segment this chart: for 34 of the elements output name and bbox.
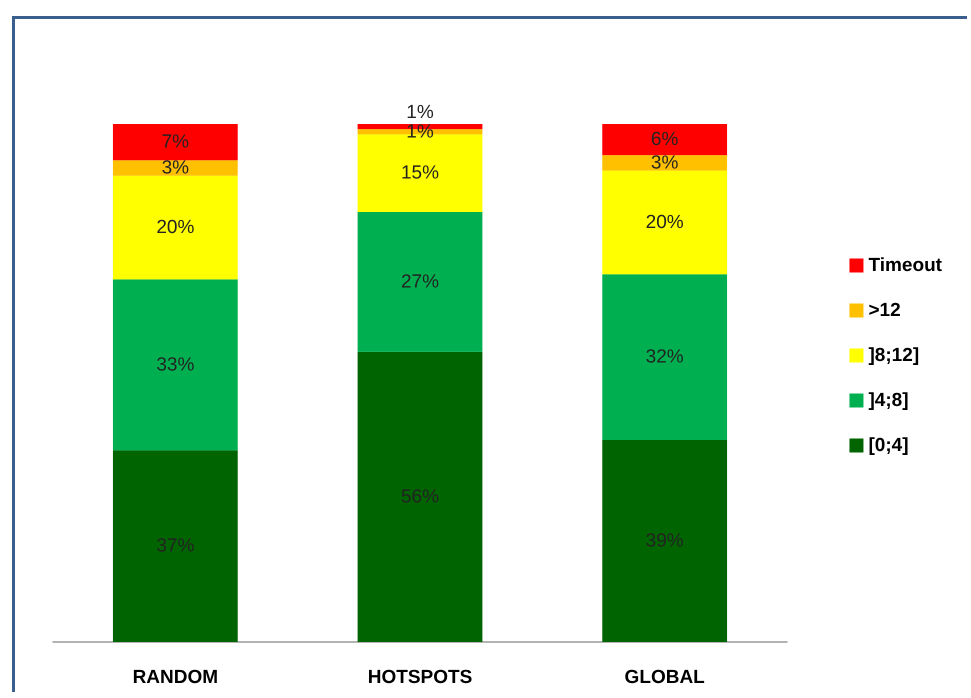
legend-label: ]8;12] [868, 345, 920, 366]
data-label: 15% [400, 162, 440, 184]
bar [602, 170, 728, 274]
data-label: 33% [156, 354, 194, 376]
bar [602, 440, 728, 642]
bar [358, 212, 482, 352]
data-label: 32% [646, 346, 684, 368]
x-tick-label: GLOBAL [624, 667, 706, 688]
legend-label: [0;4] [868, 435, 909, 456]
bar [358, 352, 482, 642]
data-label: 37% [156, 536, 194, 557]
bar [112, 160, 238, 176]
data-label: 39% [646, 530, 684, 552]
data-label: 3% [162, 158, 190, 179]
data-label: 1% [406, 102, 434, 123]
legend-label: ]4;8] [868, 390, 909, 411]
data-label: 20% [646, 212, 684, 233]
x-tick-label: RANDOM [132, 667, 218, 688]
bar [112, 450, 238, 642]
bar [602, 155, 728, 171]
x-tick-label: HOTSPOTS [368, 667, 472, 688]
data-label: 7% [162, 132, 190, 153]
bar [112, 124, 238, 160]
data-label: 6% [650, 129, 678, 150]
bar [602, 124, 728, 156]
bar [112, 176, 238, 280]
bar [112, 279, 238, 450]
data-label: 20% [156, 217, 194, 238]
legend-label: Timeout [868, 255, 943, 276]
legend-label: >12 [868, 300, 901, 321]
data-label: 56% [400, 486, 440, 508]
data-label: 3% [650, 152, 678, 174]
bar [602, 274, 728, 440]
data-label: 27% [400, 271, 440, 292]
